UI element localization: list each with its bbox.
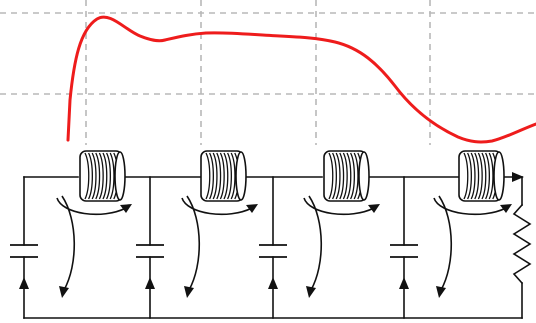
coil-winding [205, 152, 211, 200]
coil-winding [88, 152, 93, 200]
arrowhead [436, 286, 446, 298]
coil-winding [216, 152, 222, 200]
inductor-coil-icon [323, 150, 370, 202]
current-flow-arrow-icon [56, 197, 127, 216]
up-arrow-icon [268, 277, 278, 289]
coil-winding [481, 152, 487, 200]
inductor-coil-icon [79, 150, 126, 202]
inductor-coil-icon [200, 150, 247, 202]
coil-winding [485, 152, 490, 200]
coil-winding [346, 152, 352, 200]
current-flow-arrows [56, 195, 512, 298]
arrowhead [306, 286, 316, 298]
waveform-trace [66, 15, 536, 144]
current-flow-arrow-icon [433, 197, 507, 216]
inductor-coil-icon [458, 150, 505, 202]
coil-winding [488, 152, 494, 200]
up-arrow-icon [399, 277, 409, 289]
coil-winding [84, 152, 90, 200]
up-arrow-icon [19, 277, 29, 289]
coil-winding [223, 152, 229, 200]
coil-winding [212, 152, 218, 200]
coil-winding [470, 152, 476, 200]
coil-winding [91, 152, 97, 200]
arrowhead [500, 204, 512, 213]
coil-winding [230, 152, 236, 200]
coil-winding [477, 152, 483, 200]
coil-winding [342, 152, 348, 200]
coil-winding [467, 152, 472, 200]
resistor-icon [512, 203, 532, 285]
coil-winding [98, 152, 104, 200]
coil-winding [474, 152, 480, 200]
coil-winding [353, 152, 359, 200]
current-flow-arrow-icon [61, 195, 76, 291]
rung-arrows [19, 277, 409, 289]
current-flow-arrow-icon [303, 197, 375, 216]
capacitor-3 [259, 244, 287, 258]
coil-winding [350, 152, 355, 200]
coil-winding [463, 152, 469, 200]
right-arrow-icon [512, 172, 524, 182]
coil-winding [95, 152, 101, 200]
current-flow-arrow-icon [308, 195, 323, 291]
current-flow-arrow-icon [181, 197, 253, 216]
arrowhead [184, 286, 194, 298]
coil-winding [106, 152, 111, 200]
coil-end-face [235, 151, 247, 201]
coil-winding [339, 152, 345, 200]
coil-winding [328, 152, 334, 200]
current-flow-arrow-icon [438, 195, 453, 291]
coil-winding [219, 152, 225, 200]
coil-winding [102, 152, 108, 200]
up-arrow-icon [145, 277, 155, 289]
coil-end-face [493, 151, 505, 201]
inductor-coils [79, 150, 505, 202]
coil-winding [332, 152, 337, 200]
arrowhead [368, 204, 380, 213]
current-flow-arrow-icon [186, 195, 201, 291]
load-arrow [512, 172, 524, 182]
coil-winding [209, 152, 214, 200]
capacitor-1 [10, 244, 38, 258]
coil-winding [109, 152, 115, 200]
arrowhead [120, 204, 132, 213]
coil-winding [335, 152, 341, 200]
coil-winding [227, 152, 232, 200]
capacitor-2 [136, 244, 164, 258]
arrowhead [59, 286, 69, 298]
waveform-grid [0, 0, 536, 145]
coil-end-face [358, 151, 370, 201]
coil-end-face [114, 151, 126, 201]
arrowhead [246, 204, 258, 213]
capacitor-4 [390, 244, 418, 258]
